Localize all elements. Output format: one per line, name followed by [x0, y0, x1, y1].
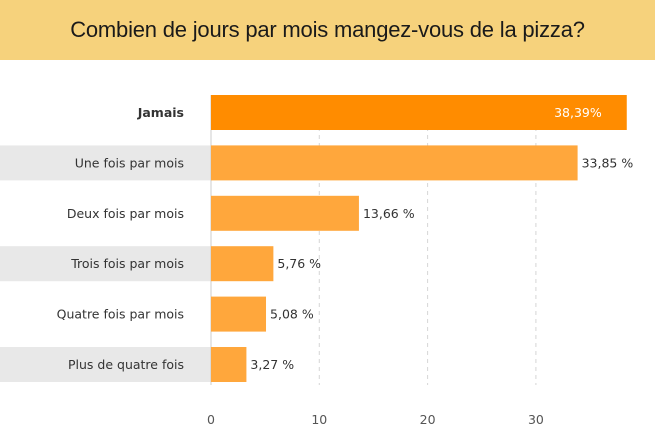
- bar: [211, 296, 267, 332]
- category-label: Quatre fois par mois: [57, 307, 184, 322]
- bar: [211, 347, 247, 382]
- value-label: 38,39%: [554, 105, 602, 120]
- bar: [211, 95, 627, 130]
- row-band: [0, 347, 211, 382]
- x-tick-label: 20: [420, 412, 436, 427]
- x-tick-label: 10: [311, 412, 327, 427]
- row-band: [0, 246, 211, 282]
- row-band: [0, 145, 211, 181]
- category-label: Une fois par mois: [75, 155, 184, 170]
- x-tick-label: 0: [207, 412, 215, 427]
- category-label: Plus de quatre fois: [68, 357, 184, 372]
- category-label: Deux fois par mois: [67, 206, 184, 221]
- value-label: 33,85 %: [582, 155, 634, 170]
- x-tick-label: 30: [528, 412, 544, 427]
- bar: [211, 246, 274, 282]
- value-label: 5,76 %: [277, 256, 321, 271]
- chart-title: Combien de jours par mois mangez-vous de…: [70, 17, 585, 42]
- category-label: Trois fois par mois: [70, 256, 184, 271]
- category-label: Jamais: [137, 105, 184, 120]
- value-label: 5,08 %: [270, 307, 314, 322]
- value-label: 13,66 %: [363, 206, 415, 221]
- value-label: 3,27 %: [250, 357, 294, 372]
- bar: [211, 145, 578, 181]
- bar: [211, 195, 359, 231]
- chart-title-band: Combien de jours par mois mangez-vous de…: [0, 0, 655, 60]
